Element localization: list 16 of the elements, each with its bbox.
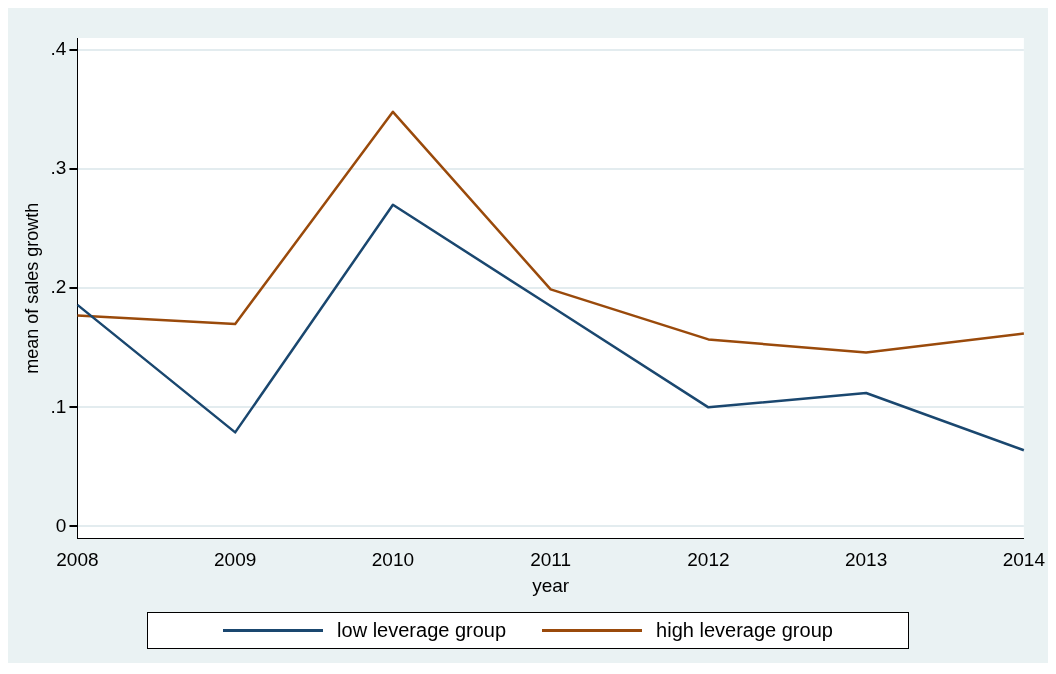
x-tick-label: 2014 [1002,549,1046,571]
y-tick-label: .2 [50,276,67,298]
x-axis-title: year [532,574,570,596]
legend-label: low leverage group [337,619,507,642]
y-tick-label: .1 [50,395,67,417]
x-tick-label: 2009 [214,549,257,571]
x-tick-label: 2010 [371,549,415,571]
x-tick-label: 2011 [530,549,572,571]
x-tick-label: 2013 [844,549,888,571]
y-tick-label: .3 [50,157,67,179]
y-tick-label: 0 [55,514,67,536]
x-tick-label: 2012 [687,549,730,571]
y-tick-label: .4 [50,38,67,60]
legend-label: high leverage group [656,619,833,642]
y-axis-title: mean of sales growth [21,202,42,374]
x-tick-label: 2008 [56,549,99,571]
